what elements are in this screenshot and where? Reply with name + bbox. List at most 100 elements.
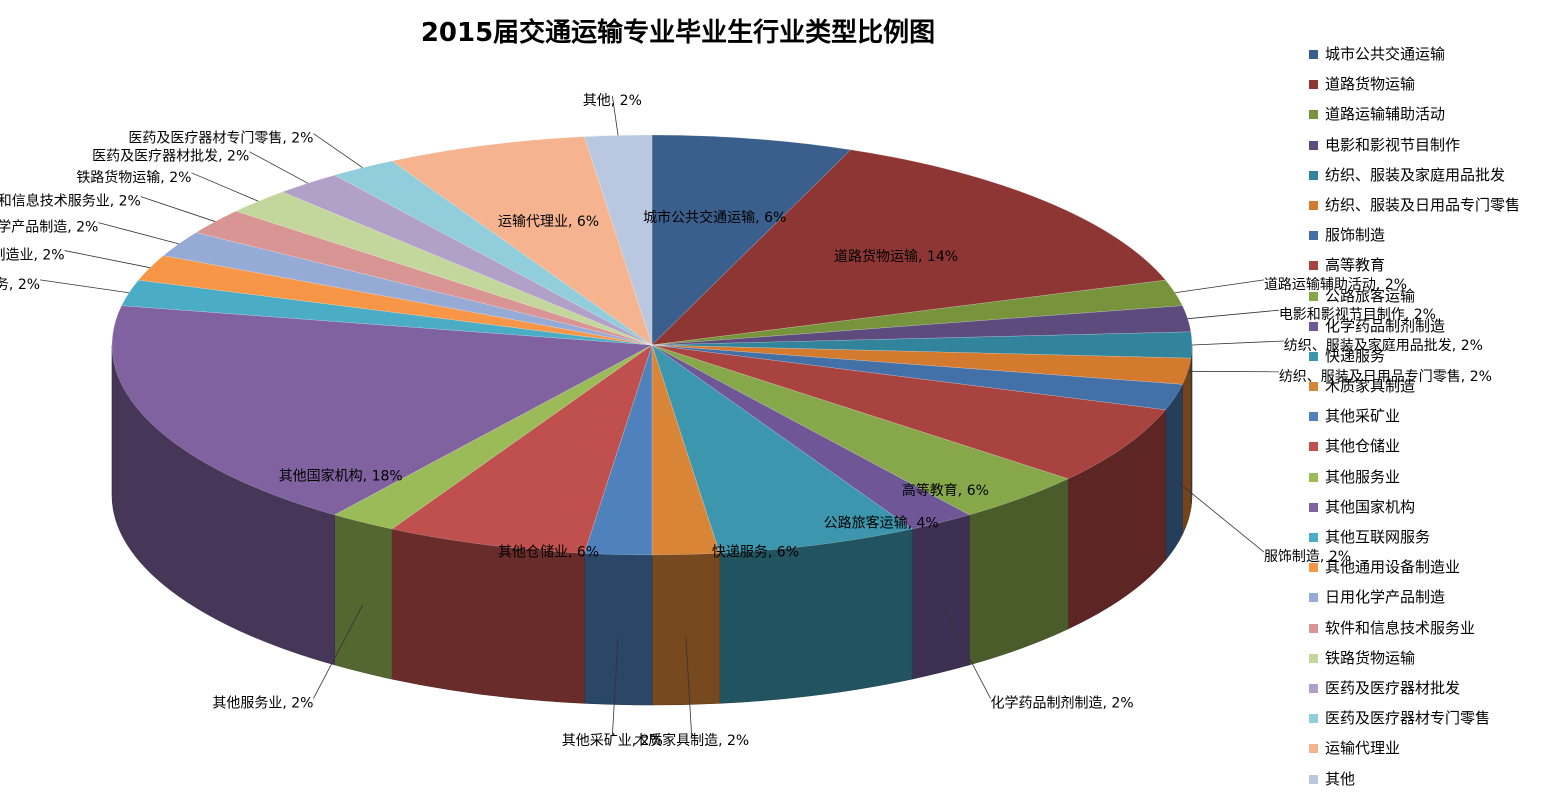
legend-swatch bbox=[1309, 321, 1318, 331]
pie-slice bbox=[651, 149, 1167, 346]
legend-item: 医药及医疗器材专门零售 bbox=[1309, 708, 1555, 738]
legend-label: 服饰制造 bbox=[1325, 226, 1386, 245]
legend-swatch bbox=[1309, 351, 1318, 361]
legend-swatch bbox=[1309, 231, 1318, 241]
leader-line bbox=[140, 196, 216, 222]
leader-line bbox=[64, 250, 150, 269]
legend-label: 日用化学产品制造 bbox=[1325, 588, 1446, 607]
data-labels: 城市公共交通运输, 6% 道路货物运输, 14% 道路运输辅助活动, 2% 电影和影视… bbox=[0, 93, 1492, 749]
legend-label: 电影和影视节目制作 bbox=[1325, 135, 1461, 154]
pie-slice bbox=[583, 134, 653, 346]
leader-line bbox=[249, 151, 308, 184]
data-label: 其他服务业, 2% bbox=[212, 695, 313, 711]
legend-item: 服饰制造 bbox=[1309, 225, 1555, 255]
leader-line bbox=[1174, 279, 1265, 294]
legend-label: 公路旅客运输 bbox=[1325, 286, 1416, 305]
legend-item: 木质家具制造 bbox=[1309, 376, 1555, 406]
leader-line bbox=[611, 637, 619, 737]
leader-line bbox=[191, 172, 259, 202]
legend-label: 化学药品制剂制造 bbox=[1325, 316, 1446, 335]
legend-item: 公路旅客运输 bbox=[1309, 286, 1555, 316]
legend-swatch bbox=[1309, 200, 1318, 210]
pie-slice bbox=[651, 344, 721, 556]
legend-item: 纺织、服装及日用品专门零售 bbox=[1309, 195, 1555, 225]
legend-item: 电影和影视节目制作 bbox=[1309, 135, 1555, 165]
legend-swatch bbox=[1309, 442, 1318, 452]
leader-line bbox=[685, 637, 693, 737]
pie-side-wall bbox=[111, 344, 335, 666]
legend-swatch bbox=[1309, 261, 1318, 271]
legend-item: 运输代理业 bbox=[1309, 738, 1555, 768]
legend-swatch bbox=[1309, 291, 1318, 301]
legend-swatch bbox=[1309, 140, 1318, 150]
data-label: 其他互联网服务, 2% bbox=[0, 277, 40, 293]
legend-swatch bbox=[1309, 774, 1318, 784]
leader-line bbox=[39, 279, 130, 294]
pie-top bbox=[111, 134, 1193, 556]
pie-slice bbox=[651, 331, 1193, 359]
data-label: 医药及医疗器材专门零售, 2% bbox=[128, 131, 313, 147]
legend-item: 纺织、服装及家庭用品批发 bbox=[1309, 165, 1555, 195]
pie-side-wall bbox=[584, 553, 653, 706]
pie-side-wall bbox=[1182, 358, 1192, 535]
legend-label: 纺织、服装及家庭用品批发 bbox=[1325, 165, 1506, 184]
legend-item: 铁路货物运输 bbox=[1309, 648, 1555, 678]
leader-line bbox=[313, 604, 364, 699]
legend-swatch bbox=[1309, 744, 1318, 754]
legend-swatch bbox=[1309, 170, 1318, 180]
pie-slice bbox=[651, 134, 852, 346]
legend-label: 医药及医疗器材专门零售 bbox=[1325, 709, 1491, 728]
data-label: 道路货物运输, 14% bbox=[834, 248, 958, 265]
pie-slice bbox=[651, 344, 971, 530]
legend-label: 铁路货物运输 bbox=[1325, 648, 1416, 667]
pie-side-wall bbox=[1165, 384, 1183, 561]
legend-label: 快递服务 bbox=[1325, 346, 1386, 365]
data-label: 城市公共交通运输, 6% bbox=[643, 209, 786, 226]
pie-side-wall bbox=[334, 514, 393, 680]
leader-line bbox=[1191, 340, 1284, 346]
legend-swatch bbox=[1309, 714, 1318, 724]
legend-swatch bbox=[1309, 110, 1318, 120]
legend-item: 软件和信息技术服务业 bbox=[1309, 618, 1555, 648]
legend-item: 其他采矿业 bbox=[1309, 406, 1555, 436]
legend-label: 高等教育 bbox=[1325, 256, 1386, 275]
legend-item: 道路货物运输 bbox=[1309, 74, 1555, 104]
pie-slice bbox=[651, 344, 1167, 480]
legend-swatch bbox=[1309, 653, 1318, 663]
legend-swatch bbox=[1309, 593, 1318, 603]
data-label: 电影和影视节目制作, 2% bbox=[1279, 307, 1436, 323]
data-label: 其他通用设备制造业, 2% bbox=[0, 247, 65, 264]
legend-label: 木质家具制造 bbox=[1325, 377, 1416, 396]
legend-label: 其他通用设备制造业 bbox=[1325, 558, 1461, 577]
legend-item: 其他仓储业 bbox=[1309, 436, 1555, 466]
legend-swatch bbox=[1309, 412, 1318, 422]
chart-title: 2015届交通运输专业毕业生行业类型比例图 bbox=[420, 18, 936, 48]
legend-swatch bbox=[1309, 80, 1318, 90]
data-label: 服饰制造, 2% bbox=[1264, 549, 1351, 565]
pie-side-wall bbox=[911, 514, 970, 680]
pie-slice bbox=[391, 344, 653, 554]
legend-item: 道路运输辅助活动 bbox=[1309, 104, 1555, 134]
legend-item: 医药及医疗器材批发 bbox=[1309, 678, 1555, 708]
legend-label: 其他采矿业 bbox=[1325, 407, 1401, 426]
pie-slice bbox=[651, 344, 913, 554]
legend-swatch bbox=[1309, 563, 1318, 573]
data-label: 纺织、服装及日用品专门零售, 2% bbox=[1279, 369, 1492, 385]
data-label: 高等教育, 6% bbox=[902, 482, 989, 499]
pie-slice bbox=[651, 344, 1069, 516]
legend-label: 运输代理业 bbox=[1325, 739, 1401, 758]
legend-swatch bbox=[1309, 50, 1318, 59]
data-label: 其他采矿业, 2% bbox=[562, 733, 663, 749]
legend-item: 日用化学产品制造 bbox=[1309, 587, 1555, 617]
legend-label: 城市公共交通运输 bbox=[1325, 45, 1446, 63]
legend-item: 其他通用设备制造业 bbox=[1309, 557, 1555, 587]
leader-line bbox=[98, 222, 179, 245]
data-label: 道路运输辅助活动, 2% bbox=[1264, 277, 1407, 293]
legend-item: 其他国家机构 bbox=[1309, 497, 1555, 527]
pie-slice bbox=[281, 174, 653, 346]
legend-item: 其他互联网服务 bbox=[1309, 527, 1555, 557]
leader-line bbox=[1187, 309, 1279, 320]
data-label: 铁路货物运输, 2% bbox=[76, 169, 191, 186]
